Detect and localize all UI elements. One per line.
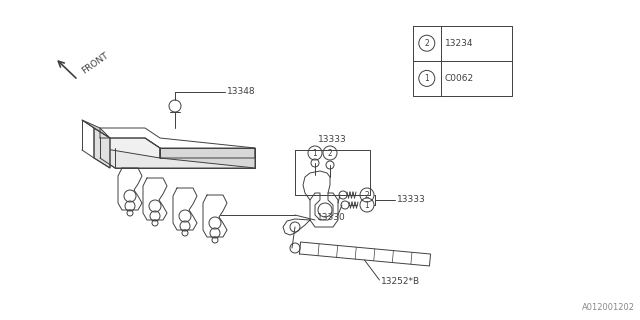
- Polygon shape: [100, 138, 160, 158]
- Text: 1: 1: [424, 74, 429, 83]
- Text: FRONT: FRONT: [80, 51, 110, 76]
- Text: 2: 2: [328, 148, 332, 157]
- Text: 13234: 13234: [445, 39, 474, 48]
- Polygon shape: [100, 148, 255, 168]
- Text: 2: 2: [365, 190, 369, 199]
- Text: A012001202: A012001202: [582, 303, 635, 312]
- Polygon shape: [94, 128, 110, 168]
- Text: C0062: C0062: [445, 74, 474, 83]
- Text: 13333: 13333: [397, 196, 426, 204]
- Text: 13252*B: 13252*B: [381, 277, 420, 286]
- Text: 1: 1: [365, 201, 369, 210]
- Polygon shape: [160, 148, 255, 168]
- Text: 1: 1: [312, 148, 317, 157]
- Text: 13348: 13348: [227, 87, 255, 97]
- Text: 2: 2: [424, 39, 429, 48]
- Text: 13333: 13333: [318, 135, 347, 145]
- Text: 13330: 13330: [317, 213, 346, 222]
- Polygon shape: [82, 120, 110, 138]
